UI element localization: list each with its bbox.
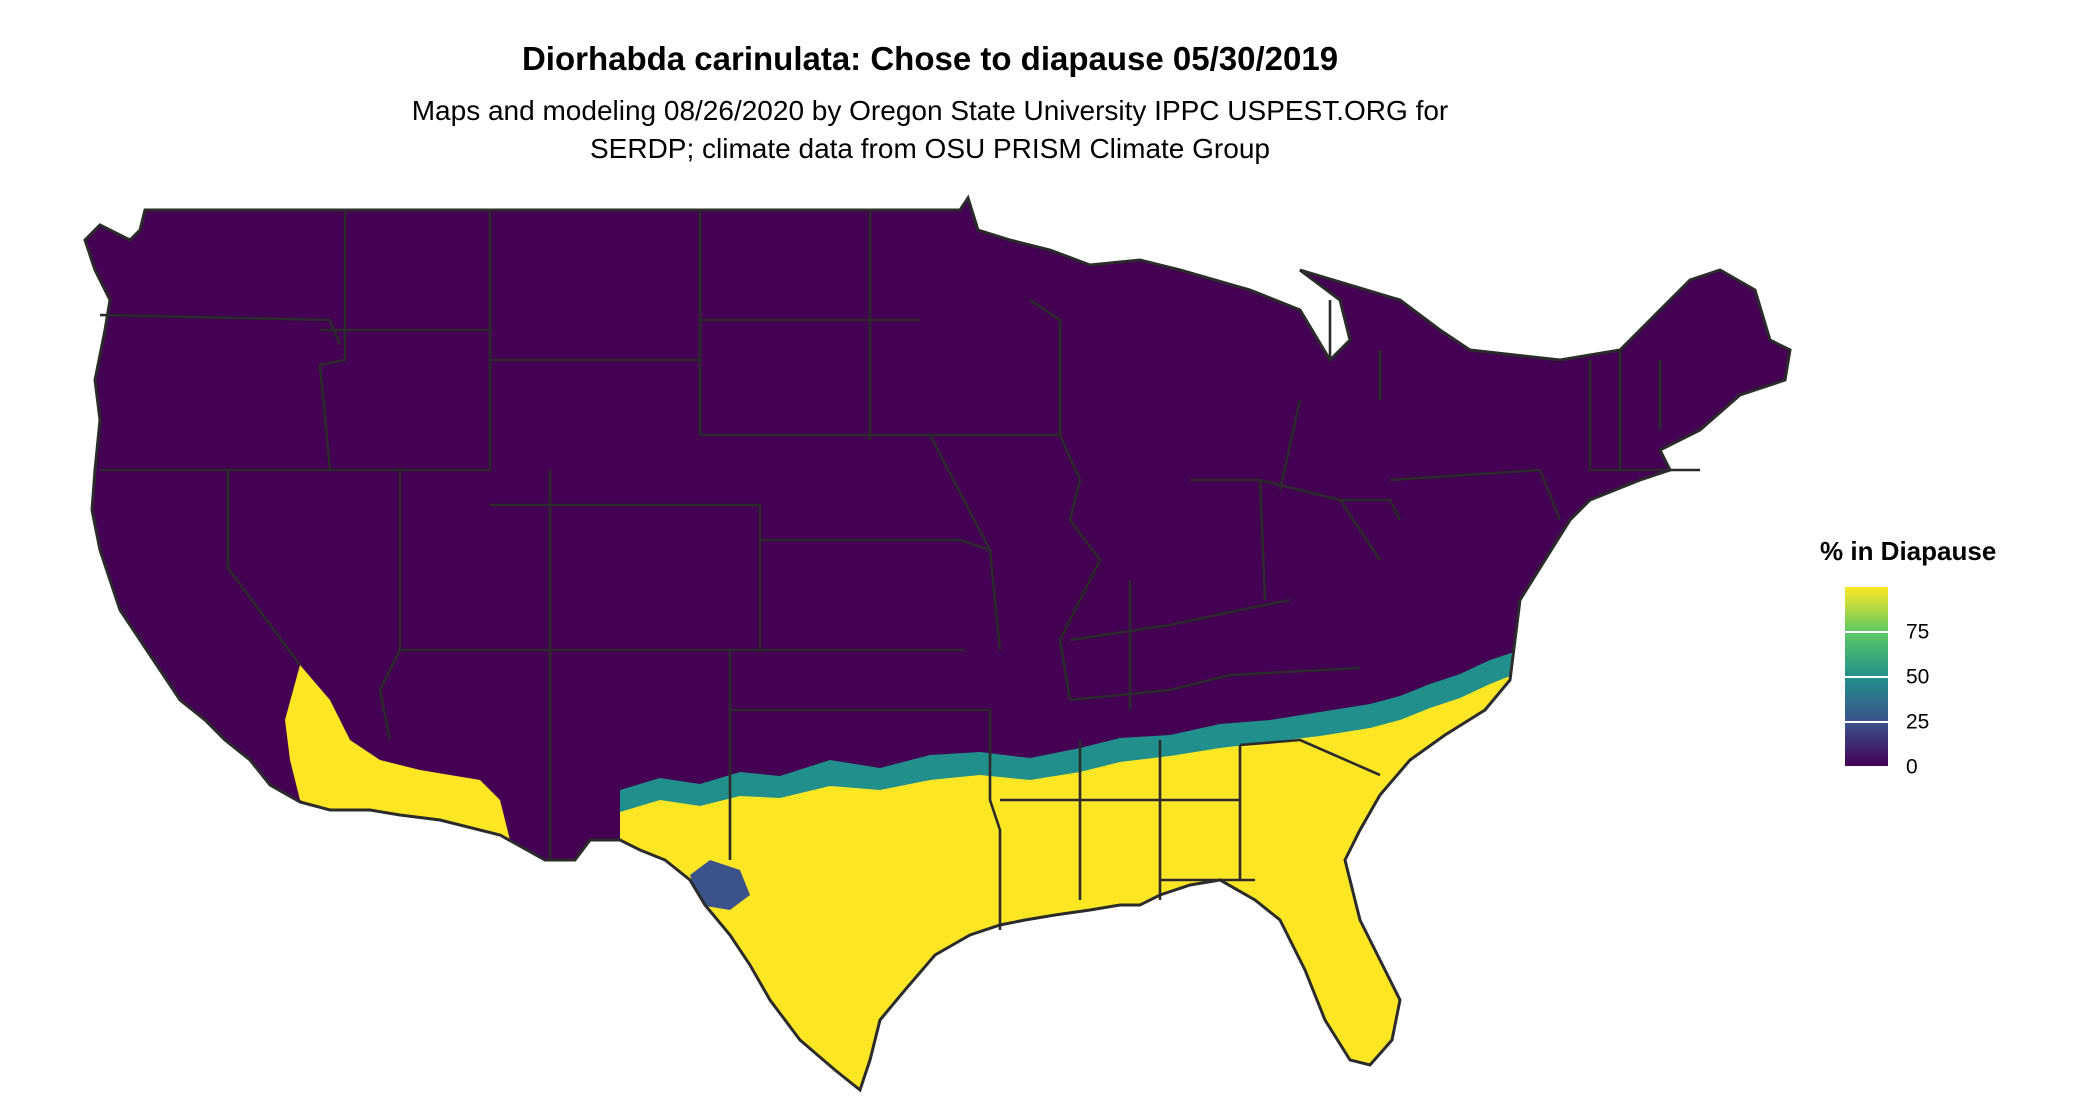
legend-colorbar: 75 50 25 0 [1820, 587, 2020, 778]
legend-tick-label: 50 [1906, 665, 1930, 689]
transition-band [620, 645, 1550, 812]
high-diapause-southwest [285, 665, 510, 850]
us-outline [83, 194, 1792, 1093]
state-borders [99, 210, 1700, 930]
legend-title: % in Diapause [1820, 536, 1997, 566]
low-diapause-texas-patch [690, 860, 750, 910]
low-diapause-region [85, 198, 1790, 1090]
map-title: Diorhabda carinulata: Chose to diapause … [521, 40, 1339, 77]
high-diapause-southeast [620, 660, 1560, 1090]
map-subtitle: Maps and modeling 08/26/2020 by Oregon S… [0, 92, 1860, 168]
legend-tick-label: 0 [1906, 755, 1918, 779]
legend-tick [1845, 721, 1888, 723]
legend-tick-label: 75 [1906, 620, 1930, 644]
legend-tick [1845, 631, 1888, 633]
legend: % in Diapause 75 50 25 0 [1820, 536, 2020, 778]
legend-tick-label: 25 [1906, 710, 1930, 734]
subtitle-line-2: SERDP; climate data from OSU PRISM Clima… [590, 133, 1270, 164]
legend-tick [1845, 766, 1888, 768]
subtitle-line-1: Maps and modeling 08/26/2020 by Oregon S… [411, 95, 1449, 126]
legend-tick [1845, 676, 1888, 678]
